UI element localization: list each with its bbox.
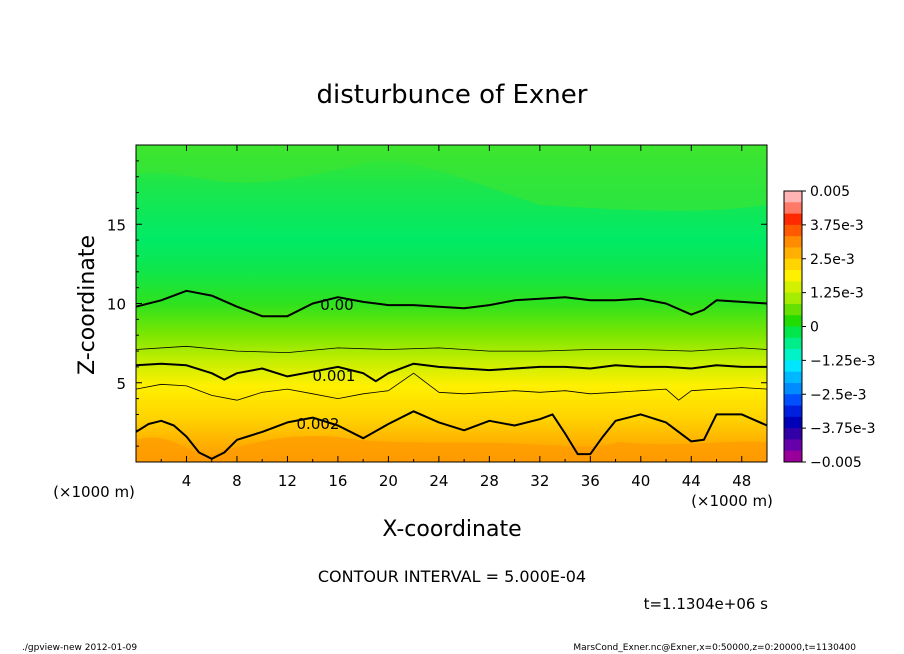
x-tick-label: 44 (682, 472, 701, 490)
colorbar-label: −2.5e-3 (810, 387, 867, 403)
colorbar-labels: 0.005 3.75e-3 2.5e-3 1.25e-3 0 −1.25e-3 −2.5e-… (802, 184, 875, 471)
x-tick-label: 48 (732, 472, 751, 490)
colorbar-swatch (784, 247, 802, 260)
colorbar-label: 2.5e-3 (810, 252, 855, 268)
y-tick-label: 10 (107, 296, 126, 314)
y-tick-label: 15 (107, 216, 126, 234)
footer-right: MarsCond_Exner.nc@Exner,x=0:50000,z=0:20… (573, 643, 856, 653)
x-tick-label: 12 (278, 472, 297, 490)
x-unit-label: (×1000 m) (691, 492, 773, 510)
chart-title: disturbunce of Exner (317, 80, 588, 110)
x-tick-label: 32 (530, 472, 549, 490)
x-tick-label: 36 (581, 472, 600, 490)
contour-line (136, 289, 767, 318)
colorbar-swatch (784, 202, 802, 214)
y-axis-label: Z-coordinate (75, 235, 100, 375)
contour-label: 0.002 (297, 415, 340, 433)
colorbar-swatch (784, 281, 802, 294)
y-axis-ticks: 5 10 15 (107, 160, 767, 447)
colorbar-swatch (784, 382, 802, 395)
colorbar-swatch (784, 337, 802, 350)
colorbar-swatch (784, 360, 802, 373)
contour-line (136, 345, 767, 354)
colorbar-swatch (784, 428, 802, 440)
x-tick-label: 20 (379, 472, 398, 490)
colorbar-label: 0.005 (810, 184, 850, 200)
x-axis-ticks: 4 8 12 16 20 24 28 32 36 40 44 48 (160, 145, 768, 490)
colorbar-swatch (784, 439, 802, 452)
x-tick-label: 40 (631, 472, 650, 490)
colorbar-label: −0.005 (810, 455, 862, 471)
colorbar-swatch (784, 191, 802, 203)
colorbar-swatch (784, 450, 802, 463)
colorbar-swatch (784, 394, 802, 406)
colorbar-label: 1.25e-3 (810, 286, 864, 302)
contour-interval-text: CONTOUR INTERVAL = 5.000E-04 (318, 567, 586, 586)
colorbar-label: −3.75e-3 (810, 421, 875, 437)
y-unit-label: (×1000 m) (53, 483, 135, 501)
x-tick-label: 8 (232, 472, 242, 490)
colorbar-label: −1.25e-3 (810, 353, 875, 369)
contour-layer (136, 289, 767, 460)
contour-label: 0.00 (320, 296, 353, 314)
contour-line (136, 372, 767, 401)
colorbar-swatch (784, 303, 802, 316)
colorbar-swatch (784, 326, 802, 339)
contour-line (136, 410, 767, 460)
colorbar-swatch (784, 315, 802, 327)
upper-highlight (136, 145, 767, 211)
colorbar-swatch (784, 213, 802, 226)
x-axis-label: X-coordinate (382, 517, 521, 542)
x-tick-label: 28 (480, 472, 499, 490)
time-text: t=1.1304e+06 s (644, 595, 769, 613)
colorbar-swatch (784, 258, 802, 271)
plot-area (136, 145, 767, 462)
contour-line (136, 362, 767, 383)
contour-label: 0.001 (313, 367, 356, 385)
x-tick-label: 16 (328, 472, 347, 490)
colorbar-label: 3.75e-3 (810, 218, 864, 234)
colorbar-swatch (784, 270, 802, 282)
colorbar-swatch (784, 224, 802, 237)
colorbar-swatch (784, 371, 802, 384)
y-tick-label: 5 (116, 375, 126, 393)
colorbar-swatch (784, 416, 802, 429)
colorbar-swatch (784, 405, 802, 418)
lower-orange-band (136, 435, 767, 462)
colorbar (783, 190, 803, 463)
x-tick-label: 24 (429, 472, 448, 490)
colorbar-swatch (784, 349, 802, 361)
footer-left: ./gpview-new 2012-01-09 (22, 643, 137, 653)
colorbar-swatch (784, 236, 802, 248)
colorbar-label: 0 (810, 320, 819, 336)
colorbar-swatch (784, 292, 802, 305)
x-tick-label: 4 (182, 472, 192, 490)
contour-label-group: 0.00 0.001 0.002 (297, 296, 356, 433)
